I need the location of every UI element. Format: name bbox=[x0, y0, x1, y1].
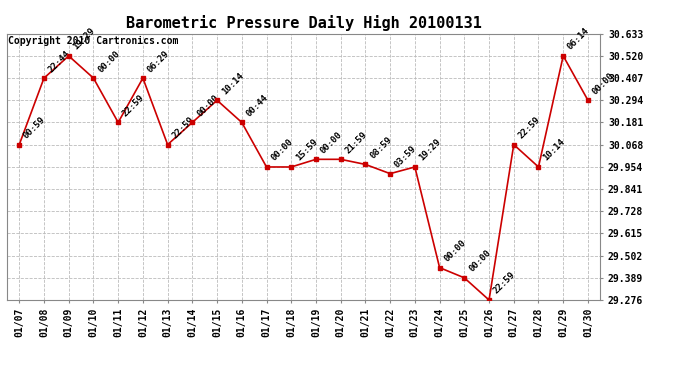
Text: 08:59: 08:59 bbox=[368, 135, 393, 160]
Text: 00:59: 00:59 bbox=[22, 115, 48, 141]
Text: 10:14: 10:14 bbox=[220, 71, 245, 96]
Text: 21:59: 21:59 bbox=[344, 130, 369, 155]
Text: 00:44: 00:44 bbox=[244, 93, 270, 118]
Text: 15:59: 15:59 bbox=[294, 138, 319, 163]
Text: 00:00: 00:00 bbox=[96, 48, 121, 74]
Text: 10:14: 10:14 bbox=[541, 138, 566, 163]
Text: 06:29: 06:29 bbox=[146, 48, 171, 74]
Text: 22:59: 22:59 bbox=[517, 115, 542, 141]
Title: Barometric Pressure Daily High 20100131: Barometric Pressure Daily High 20100131 bbox=[126, 15, 482, 31]
Text: 19:29: 19:29 bbox=[72, 26, 97, 52]
Text: Copyright 2010 Cartronics.com: Copyright 2010 Cartronics.com bbox=[8, 36, 179, 46]
Text: 00:00: 00:00 bbox=[195, 93, 221, 118]
Text: 06:14: 06:14 bbox=[566, 26, 591, 52]
Text: 00:00: 00:00 bbox=[442, 238, 468, 264]
Text: 19:29: 19:29 bbox=[417, 138, 443, 163]
Text: 00:00: 00:00 bbox=[269, 138, 295, 163]
Text: 22:59: 22:59 bbox=[121, 93, 146, 118]
Text: 22:59: 22:59 bbox=[170, 115, 196, 141]
Text: 00:00: 00:00 bbox=[319, 130, 344, 155]
Text: 00:00: 00:00 bbox=[591, 71, 616, 96]
Text: 03:59: 03:59 bbox=[393, 144, 418, 170]
Text: 00:00: 00:00 bbox=[467, 248, 493, 274]
Text: 22:44: 22:44 bbox=[47, 48, 72, 74]
Text: 22:59: 22:59 bbox=[492, 270, 518, 296]
